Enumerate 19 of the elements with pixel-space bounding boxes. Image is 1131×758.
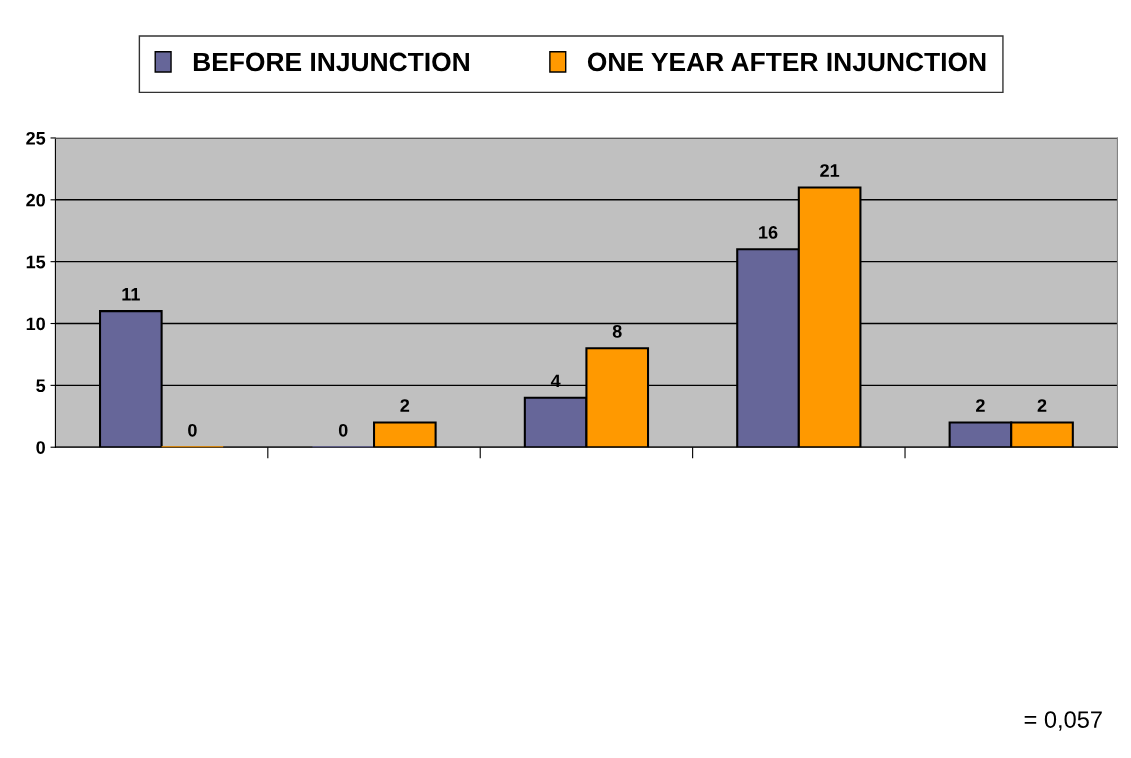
legend-label: ONE YEAR AFTER INJUNCTION [587, 52, 986, 72]
data-label: 0 [188, 423, 197, 437]
data-label: 2 [976, 399, 985, 412]
data-label: 2 [400, 399, 410, 412]
y-tick-label: 0 [36, 441, 45, 454]
y-tick-label: 10 [26, 317, 45, 331]
data-label: 4 [550, 374, 561, 388]
data-label: 21 [820, 164, 840, 177]
data-label: 11 [122, 288, 140, 301]
y-tick-label: 20 [26, 193, 45, 207]
data-label: 2 [1037, 399, 1047, 412]
data-label: 16 [759, 225, 778, 239]
data-label: 8 [612, 324, 622, 338]
data-label: 0 [338, 423, 348, 437]
text: = 0,057 [1024, 711, 1102, 731]
y-tick-label: 15 [26, 255, 46, 269]
y-tick-label: 5 [36, 379, 46, 393]
y-tick-label: 25 [26, 131, 46, 145]
legend-label: BEFORE INJUNCTION [193, 52, 469, 72]
